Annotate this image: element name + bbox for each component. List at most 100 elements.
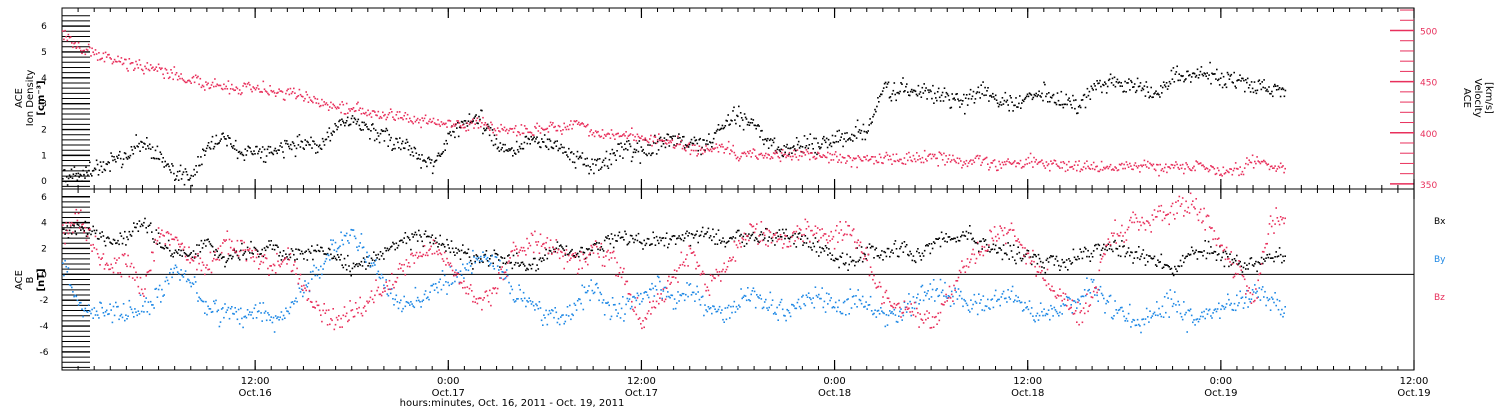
density-point: [876, 105, 878, 108]
velocity-point: [976, 154, 979, 157]
density-point: [970, 98, 973, 100]
density-point: [836, 130, 839, 133]
velocity-point: [1183, 172, 1185, 175]
velocity-point: [635, 139, 638, 142]
density-point: [268, 152, 271, 154]
bx-point: [806, 237, 809, 240]
by-point: [1122, 310, 1124, 312]
velocity-point: [846, 160, 848, 162]
density-point: [92, 169, 95, 172]
velocity-point: [845, 162, 847, 164]
by-point: [859, 299, 862, 302]
density-point: [623, 148, 625, 151]
density-point: [683, 147, 686, 149]
velocity-point: [262, 80, 265, 83]
bx-point: [262, 255, 265, 258]
bx-point: [823, 250, 826, 252]
density-point: [1109, 73, 1112, 76]
bx-point: [250, 240, 252, 243]
bx-point: [628, 241, 631, 243]
velocity-point: [445, 122, 447, 125]
velocity-point: [1203, 165, 1205, 168]
by-point: [495, 256, 498, 259]
by-point: [374, 264, 376, 266]
density-point: [598, 169, 600, 171]
by-point: [1159, 313, 1161, 315]
velocity-point: [771, 157, 774, 159]
density-point: [517, 151, 520, 153]
by-point: [1152, 313, 1155, 315]
density-point: [500, 148, 502, 151]
density-point: [180, 178, 183, 180]
by-point: [366, 251, 368, 254]
by-point: [980, 299, 982, 301]
velocity-point: [983, 158, 986, 160]
velocity-point: [500, 123, 502, 126]
by-point: [655, 289, 658, 291]
by-point: [250, 314, 252, 316]
velocity-point: [1275, 170, 1277, 172]
density-point: [957, 98, 959, 100]
velocity-point: [329, 106, 331, 108]
density-point: [644, 139, 646, 141]
density-point: [706, 139, 708, 142]
by-point: [722, 318, 724, 321]
density-point: [110, 152, 112, 154]
velocity-point: [717, 151, 720, 153]
bx-point: [531, 263, 534, 266]
density-point: [142, 146, 144, 148]
by-point: [240, 307, 242, 310]
bx-point: [1214, 251, 1217, 253]
density-point: [316, 144, 318, 146]
velocity-point: [650, 134, 652, 137]
by-point: [447, 281, 449, 284]
density-point: [342, 120, 344, 123]
density-point: [134, 147, 136, 149]
bx-point: [726, 241, 729, 243]
bx-point: [760, 231, 763, 233]
velocity-point: [322, 104, 324, 107]
velocity-point: [660, 139, 662, 142]
density-point: [203, 149, 205, 152]
density-point: [250, 150, 252, 153]
bx-point: [652, 231, 654, 234]
velocity-point: [403, 114, 405, 117]
velocity-point: [632, 134, 634, 136]
bx-point: [1010, 250, 1013, 252]
by-point: [1052, 315, 1054, 317]
by-point: [627, 300, 630, 302]
velocity-point: [85, 48, 88, 51]
bx-point: [688, 232, 690, 234]
by-point: [509, 292, 511, 295]
bx-point: [216, 250, 218, 253]
velocity-point: [1083, 162, 1086, 165]
bx-point: [220, 257, 223, 260]
by-point: [1003, 297, 1006, 300]
velocity-point: [1090, 164, 1093, 166]
by-point: [1158, 307, 1160, 310]
density-point: [1160, 85, 1162, 87]
density-point: [491, 129, 494, 131]
by-point: [1041, 310, 1043, 313]
by-point: [1227, 293, 1229, 296]
by-point: [966, 304, 969, 307]
velocity-point: [324, 103, 327, 106]
by-point: [191, 282, 194, 284]
density-point: [1153, 93, 1155, 95]
by-point: [740, 288, 742, 290]
density-point: [415, 152, 418, 154]
density-point: [520, 143, 523, 145]
by-point: [458, 281, 461, 284]
velocity-point: [314, 97, 316, 100]
bx-point: [223, 256, 225, 258]
velocity-point: [720, 145, 722, 148]
bx-point: [397, 244, 400, 247]
by-point: [779, 301, 782, 304]
density-point: [1273, 85, 1275, 88]
bx-point: [464, 251, 466, 253]
density-point: [1091, 87, 1094, 90]
bx-point: [1027, 250, 1030, 252]
bx-point: [1020, 259, 1023, 262]
velocity-point: [92, 51, 94, 53]
bx-point: [136, 223, 138, 225]
